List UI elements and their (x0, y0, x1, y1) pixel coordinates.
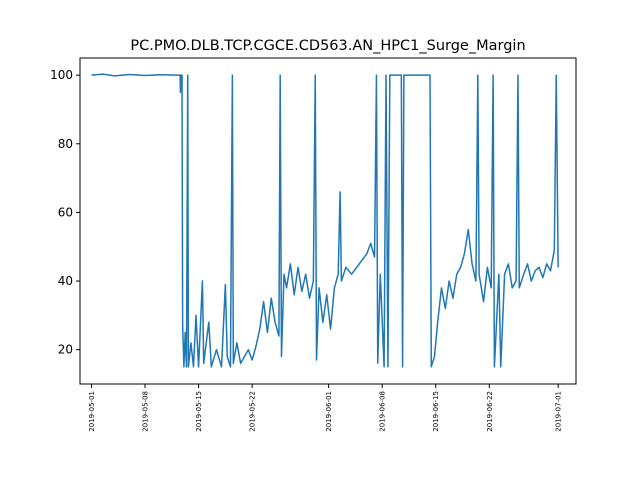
y-tick-label: 80 (58, 137, 73, 151)
x-tick-label: 2019-06-08 (379, 391, 387, 432)
chart-title: PC.PMO.DLB.TCP.CGCE.CD563.AN_HPC1_Surge_… (130, 38, 525, 54)
series-layer (91, 73, 559, 368)
x-tick-label: 2019-06-22 (486, 391, 494, 432)
x-tick-label: 2019-05-01 (88, 391, 96, 432)
x-tick-label: 2019-05-08 (142, 391, 150, 432)
plot-frame (79, 57, 577, 385)
x-tick-label: 2019-06-15 (432, 391, 440, 432)
x-tick-label: 2019-05-15 (195, 391, 203, 432)
x-tick-label: 2019-06-01 (325, 391, 333, 432)
y-tick-label: 100 (50, 68, 73, 82)
x-tick-label: 2019-07-01 (555, 391, 563, 432)
y-tick-label: 60 (58, 205, 73, 219)
y-tick-label: 20 (58, 343, 73, 357)
y-tick-label: 40 (58, 274, 73, 288)
x-axis: 2019-05-01 2019-05-08 2019-05-15 2019-05-22… (88, 384, 563, 432)
series-line-0 (91, 73, 559, 368)
x-tick-label: 2019-05-22 (249, 391, 257, 432)
y-axis: 20 40 60 80 100 (50, 68, 80, 357)
